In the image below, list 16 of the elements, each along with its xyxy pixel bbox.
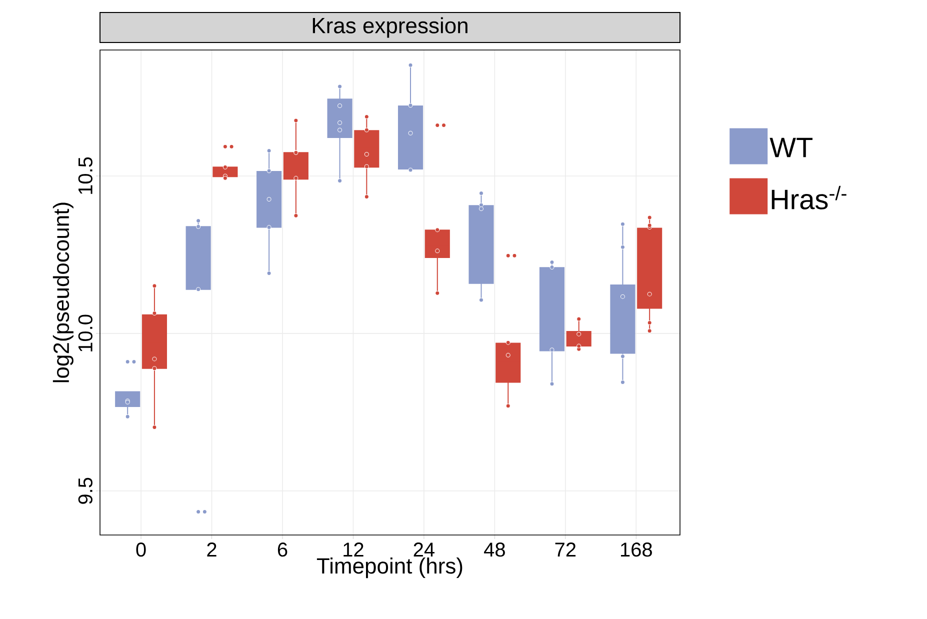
x-tick-label: 0 bbox=[136, 542, 146, 557]
x-tick-label: 24 bbox=[414, 542, 434, 556]
y-tick-label: 9.5 bbox=[78, 478, 92, 504]
x-tick-label: 2 bbox=[207, 542, 216, 556]
y-tick-label: 10.5 bbox=[78, 157, 92, 194]
y-axis-title: log2(pseudocount) bbox=[52, 202, 74, 382]
y-tick-label: 10.0 bbox=[78, 314, 92, 352]
legend-label: Hras$^{-/-}$ bbox=[772, 186, 846, 210]
chart-title: Kras expression bbox=[312, 17, 468, 38]
x-tick-label: 12 bbox=[344, 542, 364, 556]
x-tick-label: 168 bbox=[620, 542, 652, 557]
legend-label: WT bbox=[770, 138, 812, 158]
x-axis-title: Timepoint (hrs) bbox=[316, 558, 462, 578]
x-tick-label: 6 bbox=[278, 542, 288, 557]
x-tick-label: 48 bbox=[484, 542, 505, 557]
x-tick-label: 72 bbox=[555, 542, 576, 556]
